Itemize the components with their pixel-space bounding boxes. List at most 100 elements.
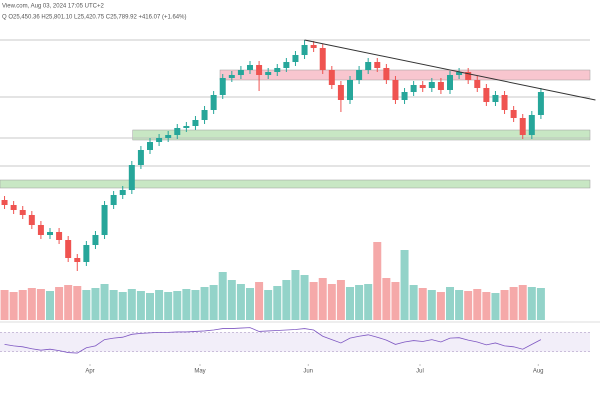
zone: [0, 179, 591, 189]
candle-body: [174, 128, 181, 135]
x-tick-label: May: [194, 369, 205, 375]
volume-bar: [346, 287, 354, 320]
candle-body: [47, 232, 53, 235]
candle-body: [265, 72, 272, 75]
candle-body: [492, 95, 499, 102]
volume-bar: [109, 290, 118, 320]
volume-bar: [409, 285, 418, 320]
candle-body: [247, 65, 253, 70]
candle-body: [128, 165, 135, 190]
volume-bar: [155, 290, 164, 320]
candle-body: [501, 95, 508, 110]
candle-body: [110, 195, 117, 205]
volume-bar: [255, 282, 264, 320]
volume-bar: [418, 288, 427, 320]
candle-body: [447, 75, 453, 90]
candle-body: [137, 150, 144, 165]
candle-body: [528, 115, 535, 135]
candle-body: [165, 135, 172, 138]
candle-body: [119, 190, 126, 195]
volume-bar: [518, 285, 527, 320]
volume-bar: [391, 282, 400, 320]
candle-body: [74, 258, 81, 262]
volume-bar: [164, 292, 173, 320]
x-tick-label: Jun: [303, 369, 313, 375]
candle-body: [101, 205, 108, 235]
volume-bar: [200, 287, 209, 320]
candle-body: [37, 225, 44, 235]
volume-bar: [455, 290, 464, 320]
candle-body: [428, 82, 435, 88]
x-tick-label: Aug: [533, 369, 544, 375]
candle-body: [319, 48, 326, 70]
rsi-band: [0, 332, 590, 352]
rsi-line: [4, 327, 542, 354]
volume-bar: [27, 288, 36, 320]
volume-bar: [191, 290, 200, 320]
volume-bar: [373, 242, 382, 320]
candle-body: [537, 92, 544, 115]
candle-body: [510, 110, 517, 118]
volume-bar: [0, 290, 9, 320]
candle-body: [156, 138, 163, 142]
volume-bar: [36, 289, 45, 320]
volume-bar: [355, 285, 364, 320]
candle-body: [56, 232, 63, 240]
volume-bar: [300, 275, 309, 320]
volume-bar: [173, 291, 182, 320]
candle-body: [201, 110, 208, 120]
volume-bar: [482, 292, 491, 320]
volume-bar: [400, 250, 409, 320]
volume-bar: [282, 280, 291, 320]
volume-bar: [264, 290, 273, 320]
volume-bar: [9, 292, 18, 320]
candle-body: [392, 80, 399, 100]
candle-body: [210, 95, 217, 110]
volume-bar: [18, 290, 27, 320]
volume-bar: [491, 293, 500, 320]
volume-bar: [382, 278, 391, 320]
volume-bar: [236, 284, 245, 320]
candle-body: [283, 62, 290, 68]
candle-body: [328, 70, 335, 85]
candle-body: [292, 55, 299, 62]
volume-bar: [146, 293, 154, 320]
volume-bar: [309, 282, 318, 320]
volume-bar: [500, 290, 509, 320]
candle-body: [28, 215, 35, 225]
candle-body: [383, 68, 390, 80]
volume-bar: [318, 278, 327, 320]
volume-bar: [127, 289, 136, 320]
candle-body: [401, 92, 408, 100]
candle-body: [237, 70, 244, 75]
candle-body: [456, 72, 463, 75]
candle-body: [147, 142, 153, 150]
volume-bar: [291, 270, 300, 320]
volume-bar: [336, 280, 345, 320]
candle-body: [374, 62, 381, 68]
candle-body: [256, 65, 263, 75]
candle-body: [519, 118, 526, 135]
ohlc-label: Q O25,450.36 H25,801.10 L25,420.75 C25,7…: [2, 15, 186, 21]
candle-body: [1, 200, 8, 205]
volume-bar: [55, 287, 64, 320]
candle-body: [83, 245, 90, 262]
volume-bar: [273, 286, 282, 320]
candle-body: [228, 75, 235, 78]
candle-body: [365, 62, 372, 70]
candle-body: [274, 68, 281, 72]
volume-bar: [436, 292, 445, 320]
volume-bar: [527, 287, 536, 320]
candle-body: [301, 45, 308, 55]
volume-bar: [364, 284, 373, 320]
volume-bar: [246, 288, 254, 320]
zone: [219, 69, 591, 81]
candle-body: [192, 120, 199, 126]
candle-body: [347, 80, 353, 100]
candle-body: [92, 235, 99, 245]
volume-bar: [118, 292, 127, 320]
trendline: [304, 39, 596, 101]
candle-body: [419, 85, 426, 88]
volume-bar: [218, 272, 227, 320]
